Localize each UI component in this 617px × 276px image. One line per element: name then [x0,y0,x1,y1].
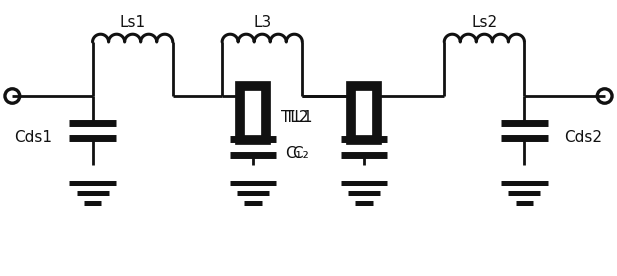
Text: TL1: TL1 [285,110,313,124]
Bar [240,86,266,139]
Text: Ls2: Ls2 [471,15,497,30]
Text: C₂: C₂ [292,145,308,161]
Text: Cds1: Cds1 [14,131,52,145]
Text: Cds2: Cds2 [565,131,603,145]
Text: L3: L3 [253,15,271,30]
Text: TL2: TL2 [281,110,308,124]
Bar [351,86,377,139]
Text: Ls1: Ls1 [120,15,146,30]
Text: C₁: C₁ [285,145,302,161]
